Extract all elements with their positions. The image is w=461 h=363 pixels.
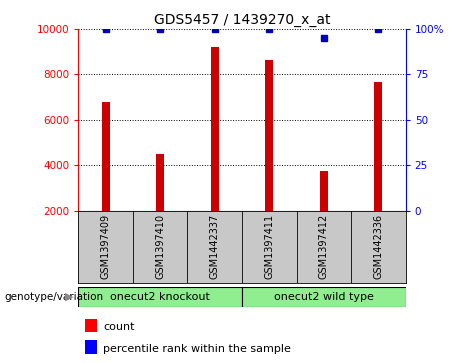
Text: GSM1397410: GSM1397410 bbox=[155, 214, 165, 280]
Bar bbox=[374, 82, 383, 211]
Text: GSM1442337: GSM1442337 bbox=[210, 214, 220, 280]
Title: GDS5457 / 1439270_x_at: GDS5457 / 1439270_x_at bbox=[154, 13, 330, 26]
Bar bbox=[78, 287, 242, 307]
Text: onecut2 knockout: onecut2 knockout bbox=[110, 292, 210, 302]
Bar bbox=[85, 319, 97, 332]
Text: GSM1397412: GSM1397412 bbox=[319, 214, 329, 280]
Text: GSM1397411: GSM1397411 bbox=[264, 214, 274, 280]
Bar bbox=[101, 102, 110, 211]
Bar bbox=[85, 340, 97, 354]
Bar bbox=[156, 154, 164, 211]
Text: GSM1442336: GSM1442336 bbox=[373, 214, 384, 280]
Bar bbox=[242, 287, 406, 307]
Bar bbox=[265, 60, 273, 211]
Bar bbox=[320, 171, 328, 211]
Text: GSM1397409: GSM1397409 bbox=[100, 214, 111, 280]
Bar bbox=[211, 47, 219, 211]
Text: percentile rank within the sample: percentile rank within the sample bbox=[103, 344, 291, 354]
Text: onecut2 wild type: onecut2 wild type bbox=[274, 292, 374, 302]
Text: ▶: ▶ bbox=[65, 292, 74, 302]
Text: count: count bbox=[103, 322, 135, 332]
Text: genotype/variation: genotype/variation bbox=[5, 292, 104, 302]
